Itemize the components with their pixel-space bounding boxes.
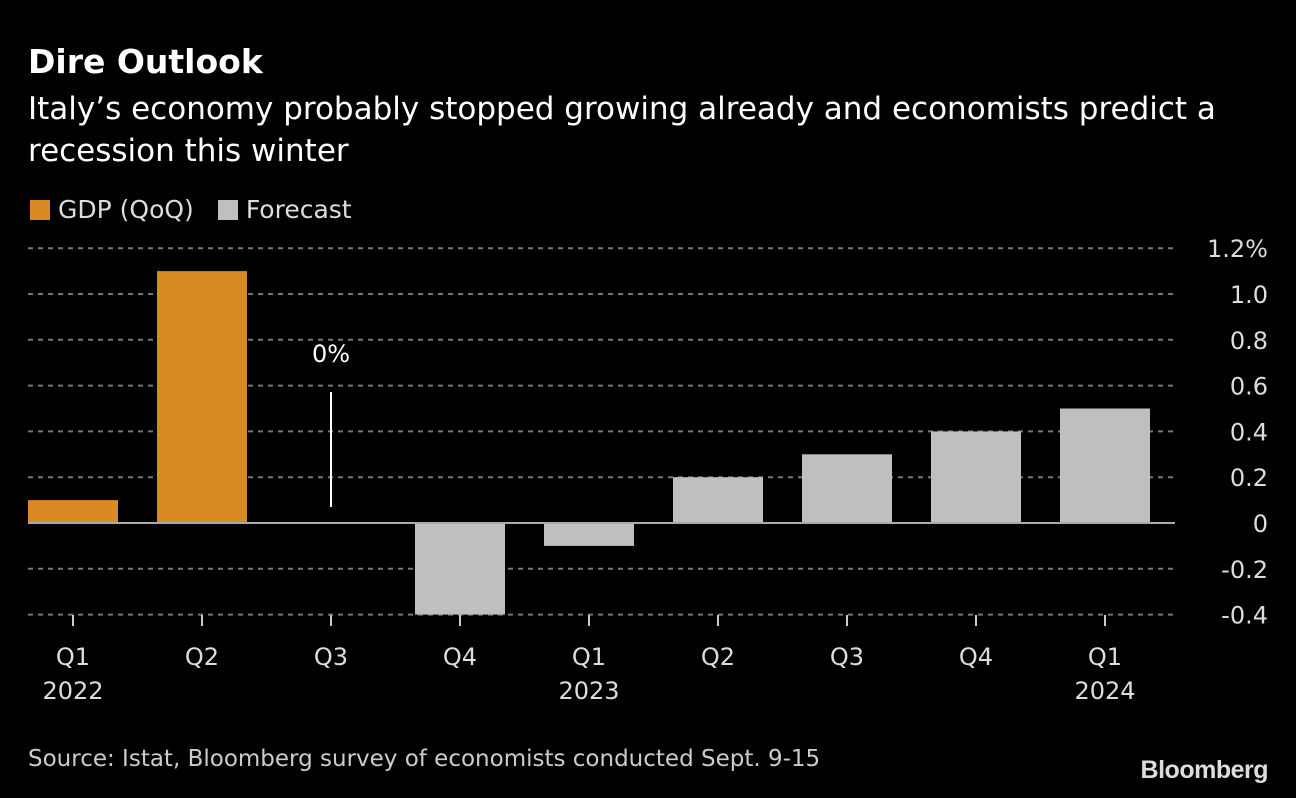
- y-tick-label: 0.2: [1230, 464, 1268, 492]
- bar: [415, 523, 505, 615]
- bar: [802, 454, 892, 523]
- x-year-label: 2022: [42, 677, 103, 705]
- y-tick-label: -0.2: [1221, 556, 1268, 584]
- bar: [1060, 408, 1150, 523]
- source-note: Source: Istat, Bloomberg survey of econo…: [28, 746, 821, 772]
- x-tick-label: Q1: [56, 643, 90, 671]
- x-tick-label: Q2: [185, 643, 219, 671]
- bar: [157, 271, 247, 523]
- legend-swatch-forecast: [217, 199, 238, 220]
- legend-label-gdp: GDP (QoQ): [58, 195, 194, 224]
- y-tick-label: 0.4: [1230, 418, 1268, 446]
- x-tick-label: Q3: [830, 643, 864, 671]
- chart-subtitle: Italy’s economy probably stopped growing…: [28, 91, 1216, 169]
- x-tick-label: Q3: [314, 643, 348, 671]
- y-tick-label: 1.0: [1230, 281, 1268, 309]
- x-tick-label: Q1: [572, 643, 606, 671]
- y-tick-label: 0.8: [1230, 327, 1268, 355]
- x-tick-label: Q4: [959, 643, 993, 671]
- x-year-label: 2023: [558, 677, 619, 705]
- y-tick-label: -0.4: [1221, 602, 1268, 630]
- x-tick-label: Q2: [701, 643, 735, 671]
- legend: GDP (QoQ) Forecast: [30, 195, 376, 224]
- legend-label-forecast: Forecast: [245, 195, 352, 224]
- x-year-label: 2024: [1074, 677, 1135, 705]
- x-tick-label: Q4: [443, 643, 477, 671]
- bar: [931, 431, 1021, 523]
- annotation-label: 0%: [312, 340, 350, 368]
- y-tick-label: 1.2%: [1207, 235, 1268, 263]
- y-tick-label: 0.6: [1230, 373, 1268, 401]
- bloomberg-logo: Bloomberg: [1140, 756, 1269, 784]
- x-tick-label: Q1: [1088, 643, 1122, 671]
- bar: [28, 500, 118, 523]
- y-tick-label: 0: [1253, 510, 1268, 538]
- chart-title: Dire Outlook: [28, 42, 263, 81]
- bar: [673, 477, 763, 523]
- legend-swatch-gdp: [30, 199, 50, 220]
- bar: [544, 523, 634, 546]
